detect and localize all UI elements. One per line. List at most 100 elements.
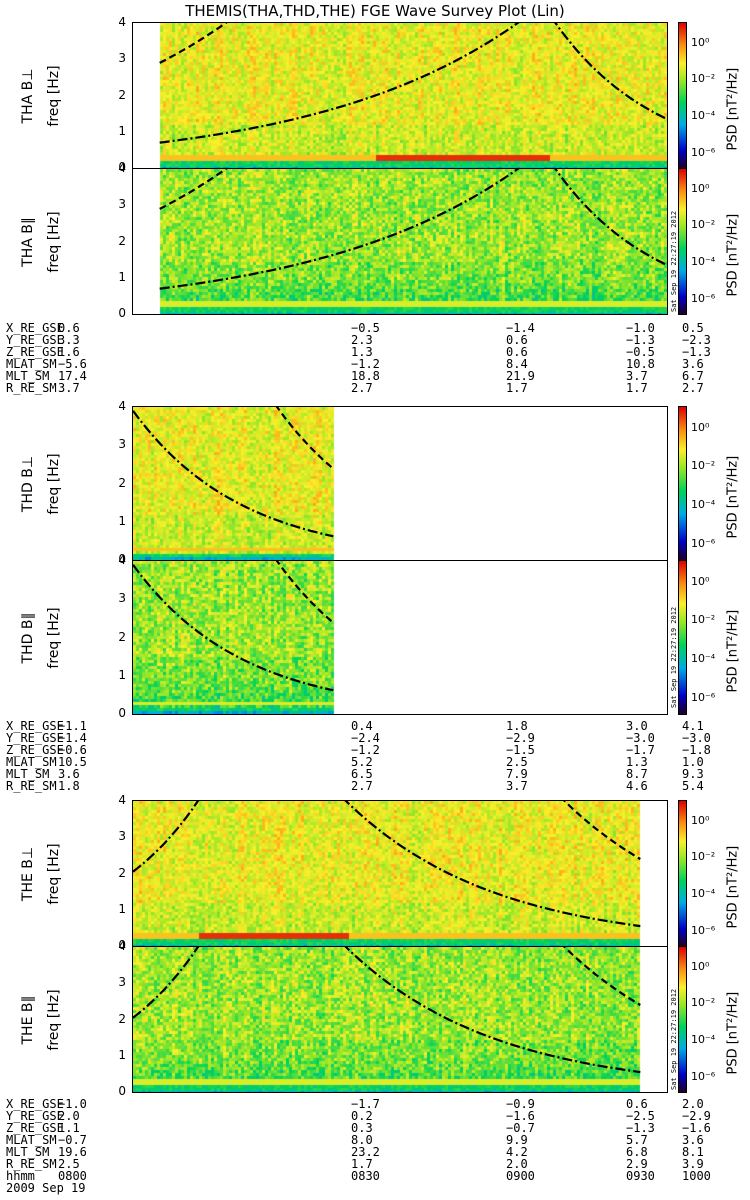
- cyclotron-curves: [133, 561, 335, 692]
- freq-axis-label: freq [Hz]: [46, 452, 62, 515]
- ephemeris-value: 1000: [682, 1169, 711, 1183]
- cyclotron-curve: [133, 410, 334, 538]
- ephemeris-value: 17.4: [58, 369, 87, 383]
- ephemeris-value: 3.7: [506, 779, 528, 793]
- ephemeris-value: −1.7: [351, 1097, 380, 1111]
- ephemeris-row: Y_RE_GSE 3.3 2.3 0.6 −1.3 −2.3: [6, 334, 726, 346]
- ephemeris-label: MLT_SM: [6, 1145, 50, 1159]
- cyclotron-curve: [159, 169, 520, 290]
- ephemeris-value: −1.3: [626, 1121, 655, 1135]
- ephemeris-value: 0900: [506, 1169, 535, 1183]
- colorbar-tick: 10⁰: [691, 35, 710, 49]
- ephemeris-value: 3.3: [58, 333, 80, 347]
- cyclotron-curves: [159, 23, 667, 144]
- ytick-label: 0: [118, 160, 126, 174]
- ephemeris-value: 4.6: [626, 779, 648, 793]
- ephemeris-value: 3.9: [682, 1157, 704, 1171]
- ephemeris-value: 4.2: [506, 1145, 528, 1159]
- ephemeris-label: Y_RE_GSE: [6, 333, 64, 347]
- ytick-label: 4: [118, 399, 126, 413]
- spectrogram-image: [133, 801, 667, 946]
- ephemeris-value: 1.7: [626, 381, 648, 395]
- ytick-label: 3: [118, 437, 126, 452]
- ephemeris-value: 3.0: [626, 719, 648, 733]
- ephemeris-value: −1.0: [626, 321, 655, 335]
- cyclotron-curves: [133, 801, 641, 928]
- ephemeris-value: 9.3: [682, 767, 704, 781]
- colorbar: [678, 168, 687, 315]
- ytick-label: 3: [118, 197, 126, 212]
- colorbar-tick: 10⁻⁶: [691, 923, 716, 937]
- ephemeris-value: 1.3: [351, 345, 373, 359]
- ephemeris-value: −2.4: [351, 731, 380, 745]
- ephemeris-value: 5.4: [682, 779, 704, 793]
- colorbar-tick: 10⁰: [691, 574, 710, 588]
- ephemeris-label: Z_RE_GSE: [6, 1121, 64, 1135]
- ephemeris-value: −0.5: [351, 321, 380, 335]
- ephemeris-value: −1.3: [682, 345, 711, 359]
- ephemeris-label: MLT_SM: [6, 767, 50, 781]
- ephemeris-label: MLAT_SM: [6, 357, 57, 371]
- ephemeris-value: 1.6: [58, 345, 80, 359]
- ephemeris-value: −2.5: [626, 1109, 655, 1123]
- ephemeris-value: −3.0: [682, 731, 711, 745]
- ytick-label: 2: [118, 87, 126, 102]
- ytick-label: 0: [118, 706, 126, 720]
- ephemeris-value: 3.7: [58, 381, 80, 395]
- colorbar-tick: 10⁰: [691, 181, 710, 195]
- ephemeris-value: −0.9: [506, 1097, 535, 1111]
- ephemeris-value: 10.8: [626, 357, 655, 371]
- ephemeris-value: 8.7: [626, 767, 648, 781]
- ephemeris-value: 21.9: [506, 369, 535, 383]
- cyclotron-curve: [275, 561, 335, 624]
- ephemeris-value: 4.1: [682, 719, 704, 733]
- ephemeris-value: 1.7: [351, 1157, 373, 1171]
- ephemeris-label: MLAT_SM: [6, 1133, 57, 1147]
- colorbar-tick: 10⁻⁶: [691, 536, 716, 550]
- ephemeris-value: −1.6: [682, 1121, 711, 1135]
- ephemeris-row: R_RE_SM 3.7 2.7 1.7 1.7 2.7: [6, 382, 726, 394]
- ephemeris-value: 1.1: [58, 1121, 80, 1135]
- ytick-label: 0: [118, 552, 126, 566]
- colorbar-tick: 10⁻⁶: [691, 145, 716, 159]
- ephemeris-value: 2.0: [682, 1097, 704, 1111]
- ytick-label: 2: [118, 1011, 126, 1026]
- ytick-label: 0: [118, 306, 126, 320]
- spectrogram-panel: [132, 22, 668, 169]
- cyclotron-curve: [133, 801, 200, 873]
- ephemeris-label: Z_RE_GSE: [6, 345, 64, 359]
- ephemeris-row: X_RE_GSE −1.1 0.4 1.8 3.0 4.1: [6, 720, 726, 732]
- colorbar: [678, 946, 687, 1093]
- colorbar-tick: 10⁻⁴: [691, 109, 716, 123]
- ephemeris-value: 1.8: [58, 779, 80, 793]
- spectrogram-panel: [132, 168, 668, 315]
- ephemeris-row: MLAT_SM 10.5 5.2 2.5 1.3 1.0: [6, 756, 726, 768]
- cyclotron-curve: [554, 169, 667, 267]
- ephemeris-value: −3.0: [626, 731, 655, 745]
- ephemeris-value: −1.8: [682, 743, 711, 757]
- ephemeris-value: 0930: [626, 1169, 655, 1183]
- ytick-label: 4: [118, 793, 126, 807]
- ephemeris-value: 2.7: [682, 381, 704, 395]
- colorbar-tick: 10⁰: [691, 813, 710, 827]
- ephemeris-value: 2.9: [626, 1157, 648, 1171]
- timestamp-stamp: Sat Sep 19 22:27:19 2012: [670, 210, 678, 312]
- ytick-label: 0: [118, 938, 126, 952]
- ytick-label: 2: [118, 475, 126, 490]
- ephemeris-value: −0.7: [58, 1133, 87, 1147]
- ephemeris-label: Y_RE_GSE: [6, 731, 64, 745]
- ytick-label: 4: [118, 15, 126, 29]
- colorbar-tick: 10⁻⁴: [691, 652, 716, 666]
- ephemeris-label: Z_RE_GSE: [6, 743, 64, 757]
- colorbar-tick: 10⁻⁴: [691, 498, 716, 512]
- ephemeris-value: −1.0: [58, 1097, 87, 1111]
- colorbar-tick: 10⁻²: [691, 996, 716, 1010]
- ephemeris-value: 2.0: [506, 1157, 528, 1171]
- colorbar-tick: 10⁰: [691, 959, 710, 973]
- ytick-label: 1: [118, 667, 126, 682]
- panel-ylabel: THD B⊥: [20, 455, 36, 512]
- colorbar-label: PSD [nT²/Hz]: [725, 845, 741, 928]
- ephemeris-value: 0.4: [351, 719, 373, 733]
- freq-axis-label: freq [Hz]: [46, 988, 62, 1051]
- spectrogram-image: [133, 23, 667, 168]
